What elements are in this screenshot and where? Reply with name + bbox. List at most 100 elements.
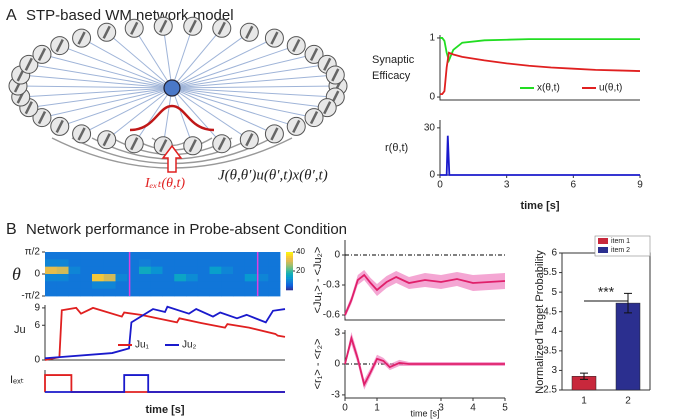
colorbar-step	[286, 284, 293, 287]
x-tick-label: 0	[437, 180, 443, 191]
neuron-stripe	[270, 31, 279, 45]
neuron-stripe	[55, 119, 64, 133]
heatmap-cell	[233, 288, 246, 297]
error-bar	[580, 372, 588, 380]
legend-label: Ju₁	[135, 340, 150, 351]
neuron-stripe	[188, 139, 197, 153]
heatmap-cell	[162, 252, 175, 260]
connection	[171, 26, 194, 89]
connection	[171, 87, 275, 135]
heatmap-cell	[139, 288, 152, 297]
neuron-stripe	[55, 39, 64, 53]
y-tick-label: 6	[34, 320, 40, 331]
heatmap-cell	[233, 259, 246, 268]
heatmap-cell	[209, 259, 222, 268]
connection	[41, 53, 173, 89]
connection	[133, 28, 173, 89]
connection	[59, 45, 173, 89]
connection	[20, 74, 173, 89]
heatmap-cell	[233, 281, 246, 290]
colorbar-tick-label: 20	[296, 266, 305, 275]
legend-box	[594, 235, 651, 257]
neuron-stripe	[159, 139, 168, 153]
neuron-stripe	[77, 31, 86, 45]
heatmap-cell	[139, 252, 152, 260]
heatmap-cell	[197, 288, 210, 297]
heatmap-cell	[221, 259, 234, 268]
heatmap-cell	[197, 266, 210, 275]
heatmap-cell	[268, 259, 281, 268]
heatmap-cell	[139, 266, 152, 275]
heatmap-cell	[186, 288, 199, 297]
heatmap-cell	[221, 288, 234, 297]
heatmap-cell	[268, 274, 281, 282]
panel-letter: B	[6, 221, 17, 238]
error-band	[345, 332, 505, 390]
heatmap-cell	[127, 288, 140, 297]
axes	[44, 370, 285, 393]
connection	[106, 87, 173, 141]
y-tick-label: 0	[34, 269, 40, 280]
connection	[171, 87, 297, 127]
heatmap-cell	[103, 288, 116, 297]
heatmap-cell	[92, 252, 105, 260]
y-tick-label: 2.5	[543, 385, 557, 396]
heatmap-cell	[244, 252, 257, 260]
heatmap-cell	[80, 252, 93, 260]
y-tick-label: 3.5	[543, 345, 557, 356]
heatmap-cell	[174, 252, 187, 260]
heatmap-cell	[92, 288, 105, 297]
heatmap-cell	[139, 259, 152, 268]
y-axis-label: Normalized Target Probability	[534, 250, 546, 394]
heatmap-cell	[45, 252, 58, 260]
connection	[81, 37, 173, 89]
heatmap-cell	[186, 266, 199, 275]
y-tick-label: 0	[429, 92, 435, 103]
x-axis-label: time [s]	[410, 408, 439, 418]
y-tick-label: -3	[331, 390, 340, 401]
x-tick-label: 0	[342, 403, 348, 414]
heatmap-cell	[92, 274, 105, 282]
x-axis-label: time [s]	[520, 200, 559, 212]
colorbar-step	[286, 271, 293, 274]
series-line	[44, 305, 286, 360]
connection	[81, 87, 173, 135]
heatmap-cell	[174, 266, 187, 275]
connection	[171, 87, 194, 146]
heatmap-cell	[233, 252, 246, 260]
heatmap-cell	[68, 259, 81, 268]
heatmap-cell	[174, 281, 187, 290]
neuron-stripe	[159, 19, 168, 33]
heatmap-cell	[139, 281, 152, 290]
y-tick-label: 0	[334, 250, 340, 261]
neuron-stripe	[130, 137, 139, 151]
colorbar-step	[286, 267, 293, 270]
y-axis-label: <Ju₁> - <Ju₂>	[312, 247, 324, 314]
colorbar-step	[286, 253, 293, 257]
heatmap-cell	[56, 288, 69, 297]
heatmap-cell	[268, 252, 281, 260]
heatmap-cell	[80, 266, 93, 275]
heatmap-cell	[56, 274, 69, 282]
input-bump	[129, 104, 215, 132]
y-axis-label: Ju	[14, 324, 26, 336]
colorbar-step	[286, 257, 293, 260]
heatmap-cell	[56, 266, 69, 275]
neuron-stripe	[217, 137, 226, 151]
connection	[171, 37, 275, 89]
y-tick-label: 6	[551, 248, 557, 259]
y-tick-label: 1	[429, 33, 435, 44]
heatmap-cell	[233, 274, 246, 282]
heatmap-cell	[244, 288, 257, 297]
series-line	[440, 37, 640, 64]
series-line	[44, 306, 286, 361]
heatmap-cell	[139, 274, 152, 282]
heatmap-cell	[150, 259, 163, 268]
legend-swatch	[598, 247, 608, 253]
colorbar-step	[286, 272, 293, 276]
colorbar-step	[286, 255, 293, 258]
heatmap-cell	[45, 266, 58, 275]
connection	[41, 87, 173, 119]
neuron-stripe	[245, 25, 254, 39]
panel-title: Network performance in Probe-absent Cond…	[26, 221, 347, 238]
